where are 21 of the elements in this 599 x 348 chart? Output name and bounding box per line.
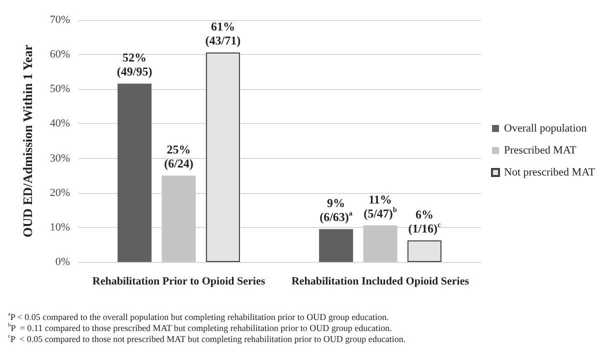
y-tick-label: 70% bbox=[50, 14, 70, 26]
bar bbox=[319, 229, 354, 262]
data-label: 25% (6/24) bbox=[164, 142, 194, 171]
legend-label: Overall population bbox=[504, 122, 588, 134]
x-tick-label: Rehabilitation Prior to Opioid Series bbox=[92, 276, 266, 288]
y-tick-label: 50% bbox=[50, 83, 70, 96]
legend-label: Prescribed MAT bbox=[504, 144, 577, 156]
bar bbox=[118, 84, 152, 262]
bar bbox=[162, 176, 196, 262]
y-tick-label: 10% bbox=[50, 221, 70, 234]
y-tick-label: 0% bbox=[55, 256, 70, 268]
y-tick-label: 30% bbox=[50, 152, 70, 164]
y-axis-title: OUD ED/Admission Within 1 Year bbox=[20, 44, 35, 238]
y-tick-label: 20% bbox=[50, 186, 70, 199]
y-tick-label: 60% bbox=[50, 48, 70, 61]
x-tick-label: Rehabilitation Included Opioid Series bbox=[291, 276, 470, 288]
data-label: 52% (49/95) bbox=[116, 50, 152, 79]
legend-label: Not prescribed MAT bbox=[504, 166, 596, 178]
bar bbox=[363, 225, 398, 262]
data-label: 61% (43/71) bbox=[205, 19, 241, 48]
y-tick-label: 40% bbox=[50, 118, 70, 130]
